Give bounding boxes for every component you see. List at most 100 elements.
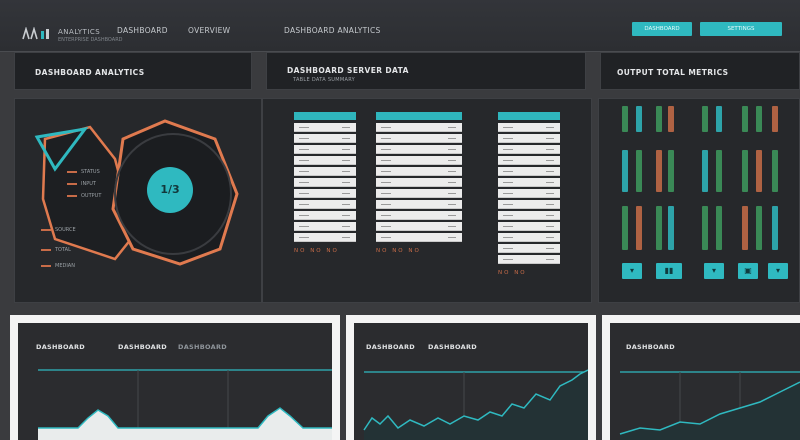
metric-bar	[668, 150, 674, 192]
data-table-3: NO NO	[498, 112, 560, 276]
table-row[interactable]	[498, 167, 560, 176]
table-row[interactable]	[498, 134, 560, 143]
table-row[interactable]	[376, 167, 462, 176]
table-row[interactable]	[376, 145, 462, 154]
metric-bar	[702, 206, 708, 250]
metric-bar	[702, 150, 708, 192]
table-row[interactable]	[294, 123, 356, 132]
middle-panel-subtitle: TABLE DATA SUMMARY	[293, 77, 356, 83]
bottom-panel-1-title-3: DASHBOARD	[178, 343, 227, 351]
metric-bar	[702, 106, 708, 132]
table-row[interactable]	[376, 233, 462, 242]
metric-bar	[742, 106, 748, 132]
table-row[interactable]	[498, 178, 560, 187]
table-row[interactable]	[498, 222, 560, 231]
metric-bar	[656, 106, 662, 132]
bottom-chart-3	[619, 371, 800, 440]
table-row[interactable]	[498, 189, 560, 198]
table-row[interactable]	[376, 200, 462, 209]
gauge-label: MEDIAN	[41, 263, 75, 269]
table-row[interactable]	[376, 211, 462, 220]
table-row[interactable]	[294, 211, 356, 220]
table-row[interactable]	[376, 222, 462, 231]
brand-name: ANALYTICS	[58, 28, 101, 36]
metric-bar	[742, 150, 748, 192]
data-table-2: NO NO NO	[376, 112, 462, 254]
bottom-panel-2-title-2: DASHBOARD	[428, 343, 477, 351]
table-row[interactable]	[498, 123, 560, 132]
nav-item-overview[interactable]: OVERVIEW	[188, 26, 231, 35]
bottom-chart-1	[38, 369, 332, 440]
metric-bar	[756, 206, 762, 250]
table-row[interactable]	[498, 244, 560, 253]
nav-item-dashboard[interactable]: DASHBOARD	[117, 26, 168, 35]
bottom-panel-1-title-2: DASHBOARD	[118, 343, 167, 351]
gauge-label: SOURCE	[41, 227, 76, 233]
table-row[interactable]	[376, 178, 462, 187]
table-row[interactable]	[294, 167, 356, 176]
settings-button[interactable]: SETTINGS	[700, 22, 782, 36]
gauge-label: OUTPUT	[67, 193, 101, 199]
table-row[interactable]	[294, 200, 356, 209]
filter-button[interactable]: ▾	[622, 263, 642, 279]
middle-panel-header: DASHBOARD SERVER DATA TABLE DATA SUMMARY	[266, 52, 586, 90]
table-row[interactable]	[498, 156, 560, 165]
gauge-label: TOTAL	[41, 247, 71, 253]
table-row[interactable]	[498, 200, 560, 209]
logo-icon[interactable]	[22, 26, 52, 45]
table-row[interactable]	[294, 145, 356, 154]
bottom-panel-2-title: DASHBOARD	[366, 343, 415, 351]
bottom-panel-1-title: DASHBOARD	[36, 343, 85, 351]
table-row[interactable]	[376, 134, 462, 143]
metric-bar	[742, 206, 748, 250]
gauge-label: INPUT	[67, 181, 96, 187]
table-row[interactable]	[294, 134, 356, 143]
table-row[interactable]	[376, 189, 462, 198]
table-row[interactable]	[498, 211, 560, 220]
gauge-center-value: 1/3	[147, 167, 193, 213]
table-row[interactable]	[498, 255, 560, 264]
grid-button[interactable]: ▣	[738, 263, 758, 279]
bottom-panel-2: DASHBOARD DASHBOARD	[346, 315, 596, 440]
table-row[interactable]	[294, 189, 356, 198]
gauge-label: STATUS	[67, 169, 100, 175]
table-footer: NO NO NO	[294, 248, 339, 254]
left-panel-title: DASHBOARD ANALYTICS	[35, 68, 145, 77]
metric-bar	[772, 106, 778, 132]
table-row[interactable]	[294, 233, 356, 242]
metric-bar	[668, 106, 674, 132]
dashboard-button[interactable]: DASHBOARD	[632, 22, 692, 36]
metric-bar	[636, 150, 642, 192]
metric-bar	[716, 206, 722, 250]
data-table-1: NO NO NO	[294, 112, 356, 254]
metric-bar	[636, 106, 642, 132]
middle-panel-title: DASHBOARD SERVER DATA	[287, 66, 409, 75]
chart-button[interactable]: ▮▮	[656, 263, 682, 279]
table-row[interactable]	[498, 145, 560, 154]
metric-bar	[668, 206, 674, 250]
bottom-panel-3: DASHBOARD	[602, 315, 800, 440]
brand-subtitle: ENTERPRISE DASHBOARD	[58, 37, 123, 43]
metric-bar	[772, 150, 778, 192]
table-row[interactable]	[294, 156, 356, 165]
table-row[interactable]	[498, 233, 560, 242]
table-row[interactable]	[376, 123, 462, 132]
gauge-graphic	[34, 119, 239, 266]
metric-bar	[756, 150, 762, 192]
bottom-panel-3-title: DASHBOARD	[626, 343, 675, 351]
right-panel-title: OUTPUT TOTAL METRICS	[617, 68, 729, 77]
table-row[interactable]	[376, 156, 462, 165]
left-panel: 1/3 STATUS INPUT OUTPUT SOURCE TOTAL MED…	[14, 98, 262, 303]
metric-bar	[716, 106, 722, 132]
nav-item-analytics[interactable]: DASHBOARD ANALYTICS	[284, 26, 381, 35]
top-bar: ANALYTICS ENTERPRISE DASHBOARD DASHBOARD…	[0, 0, 800, 52]
table-row[interactable]	[294, 178, 356, 187]
metric-bar	[622, 106, 628, 132]
metric-bar	[622, 206, 628, 250]
export-button[interactable]: ▾	[704, 263, 724, 279]
table-row[interactable]	[294, 222, 356, 231]
metric-bar	[716, 150, 722, 192]
more-button[interactable]: ▾	[768, 263, 788, 279]
table-footer: NO NO	[498, 270, 527, 276]
metric-bar	[636, 206, 642, 250]
